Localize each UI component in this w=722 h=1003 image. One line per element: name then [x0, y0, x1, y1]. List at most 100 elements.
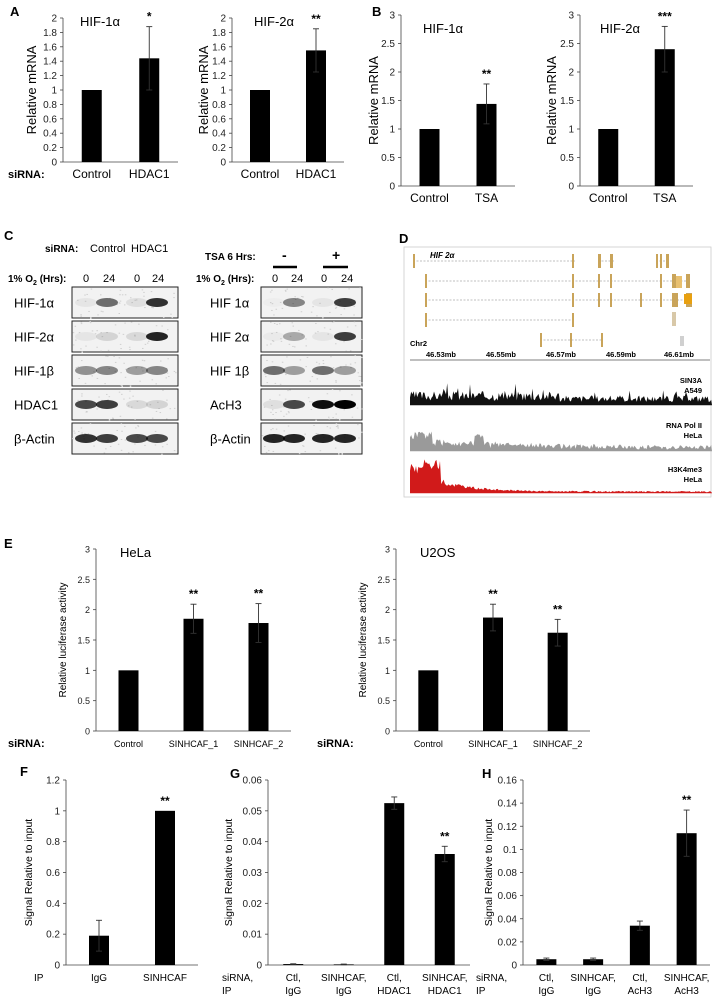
- bar: [676, 833, 697, 965]
- blot-noise: [319, 302, 321, 304]
- blot-noise: [274, 382, 277, 384]
- blot-noise: [118, 332, 121, 334]
- blot-noise: [271, 409, 274, 411]
- blot-band: [283, 298, 305, 307]
- blot-noise: [269, 398, 271, 400]
- blot-noise: [305, 338, 307, 340]
- x-axis-prefix-label: IP: [476, 986, 486, 997]
- blot-noise: [275, 412, 277, 414]
- blot-noise: [114, 324, 117, 326]
- blot-noise: [340, 314, 342, 316]
- blot-noise: [96, 377, 99, 379]
- blot-band: [146, 366, 168, 375]
- panel-label-a: A: [10, 4, 20, 19]
- y-tick-label: 0.2: [43, 143, 57, 154]
- blot-noise: [80, 314, 82, 316]
- blot-noise: [141, 367, 143, 369]
- blot-noise: [358, 375, 360, 377]
- y-tick-label: 0.2: [212, 143, 226, 154]
- category-label: IgG: [285, 986, 301, 997]
- c-left-hour-3: 0: [134, 273, 140, 285]
- blot-noise: [106, 332, 108, 334]
- category-label: Ctl,: [286, 973, 301, 984]
- blot-row-label: β-Actin: [14, 432, 55, 447]
- bar: [419, 129, 440, 186]
- blot-noise: [132, 451, 134, 453]
- y-tick-label: 0.05: [243, 806, 263, 817]
- blot-strip: [71, 354, 179, 387]
- y-tick-label: 0.4: [46, 899, 60, 910]
- blot-noise: [343, 341, 345, 343]
- y-tick-label: 3: [389, 11, 395, 22]
- blot-band: [146, 400, 168, 409]
- significance-marker: **: [482, 67, 492, 81]
- blot-noise: [288, 343, 291, 345]
- blot-noise: [331, 288, 333, 290]
- exon: [672, 274, 676, 288]
- blot-band: [312, 332, 334, 341]
- category-label: Ctl,: [387, 973, 402, 984]
- blot-band: [75, 298, 97, 307]
- y-tick-label: 0: [511, 961, 517, 972]
- blot-noise: [81, 351, 83, 353]
- transcript: [656, 254, 670, 268]
- blot-noise: [159, 412, 162, 414]
- blot-noise: [129, 390, 131, 392]
- y-tick-label: 0.8: [212, 100, 226, 111]
- blot-noise: [89, 423, 92, 425]
- d-tick-4: 46.59mb: [606, 350, 636, 359]
- signal-track-2: [410, 431, 712, 451]
- category-label: SINHCAF_1: [468, 739, 518, 749]
- exon: [598, 293, 600, 307]
- blot-noise: [117, 443, 120, 445]
- blot-noise: [77, 399, 79, 401]
- blot-noise: [130, 406, 133, 408]
- blot-band: [96, 366, 118, 375]
- blot-noise: [317, 433, 319, 435]
- d-tick-2: 46.55mb: [486, 350, 516, 359]
- panel-label-g: G: [230, 766, 240, 781]
- blot-noise: [322, 360, 325, 362]
- blot-noise: [85, 410, 88, 412]
- blot-noise: [100, 310, 103, 312]
- blot-noise: [271, 404, 273, 406]
- blot-noise: [173, 297, 175, 299]
- blot-noise: [264, 445, 266, 447]
- chart-a1: 0 0.2 0.4 0.6 0.8 1 1.2 1.4 1.6 1.8 2 Relative mRNA…: [8, 10, 178, 181]
- transcript: [425, 274, 690, 288]
- category-label: TSA: [653, 191, 676, 205]
- blot-noise: [123, 362, 125, 364]
- blot-row: AcH3: [210, 388, 364, 421]
- blot-noise: [269, 291, 272, 293]
- blot-noise: [343, 409, 346, 411]
- blot-noise: [116, 304, 118, 306]
- blot-noise: [102, 311, 104, 313]
- blot-band: [146, 332, 168, 341]
- chart-g: 0 0.01 0.02 0.03 0.04 0.05 0.06 Signal Relative…: [222, 776, 470, 997]
- blot-noise: [118, 312, 121, 314]
- blot-noise: [97, 314, 99, 316]
- y-tick-label: 0: [54, 961, 60, 972]
- category-label: SINHCAF_2: [533, 739, 583, 749]
- transcript: [425, 293, 692, 307]
- blot-noise: [271, 361, 274, 363]
- blot-noise: [89, 321, 91, 323]
- blot-noise: [272, 340, 275, 342]
- blot-noise: [105, 355, 107, 357]
- blot-noise: [173, 292, 175, 294]
- blot-noise: [316, 378, 319, 380]
- y-tick-label: 0: [256, 961, 262, 972]
- blot-noise: [152, 307, 154, 309]
- blot-noise: [144, 444, 146, 446]
- blot-noise: [330, 356, 332, 358]
- blot-noise: [94, 333, 97, 335]
- blot-noise: [351, 416, 354, 418]
- bar: [139, 58, 160, 162]
- blot-noise: [74, 432, 76, 434]
- y-tick-label: 0.16: [498, 776, 518, 787]
- y-tick-label: 0.04: [243, 837, 263, 848]
- exon: [672, 293, 678, 307]
- blot-noise: [265, 451, 268, 453]
- chart-h: 0 0.02 0.04 0.06 0.08 0.1 0.12 0.14 0.16 Signal R…: [476, 776, 710, 997]
- blot-noise: [275, 308, 278, 310]
